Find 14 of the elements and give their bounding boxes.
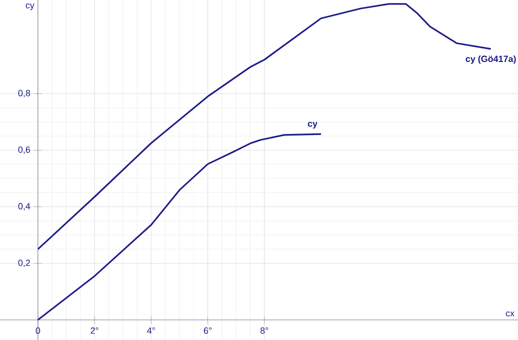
- x-tick-label: 8°: [260, 327, 268, 334]
- y-axis-title: cy: [26, 4, 34, 10]
- y-tick-label: 0,4: [18, 203, 30, 210]
- line-series: [37, 133, 322, 321]
- x-tick-label: 0: [36, 327, 40, 334]
- x-tick-label: 4°: [147, 327, 155, 334]
- series-label: cy (Gö417a): [466, 55, 516, 64]
- x-axis-title: cx: [506, 311, 514, 316]
- x-tick-label: 2°: [90, 327, 98, 334]
- y-tick-label: 0,6: [18, 146, 30, 154]
- x-tick-label: 6°: [204, 327, 212, 334]
- y-tick-label: 0,8: [18, 90, 30, 98]
- series-label: cy: [308, 122, 318, 129]
- y-tick-label: 0,2: [18, 260, 30, 268]
